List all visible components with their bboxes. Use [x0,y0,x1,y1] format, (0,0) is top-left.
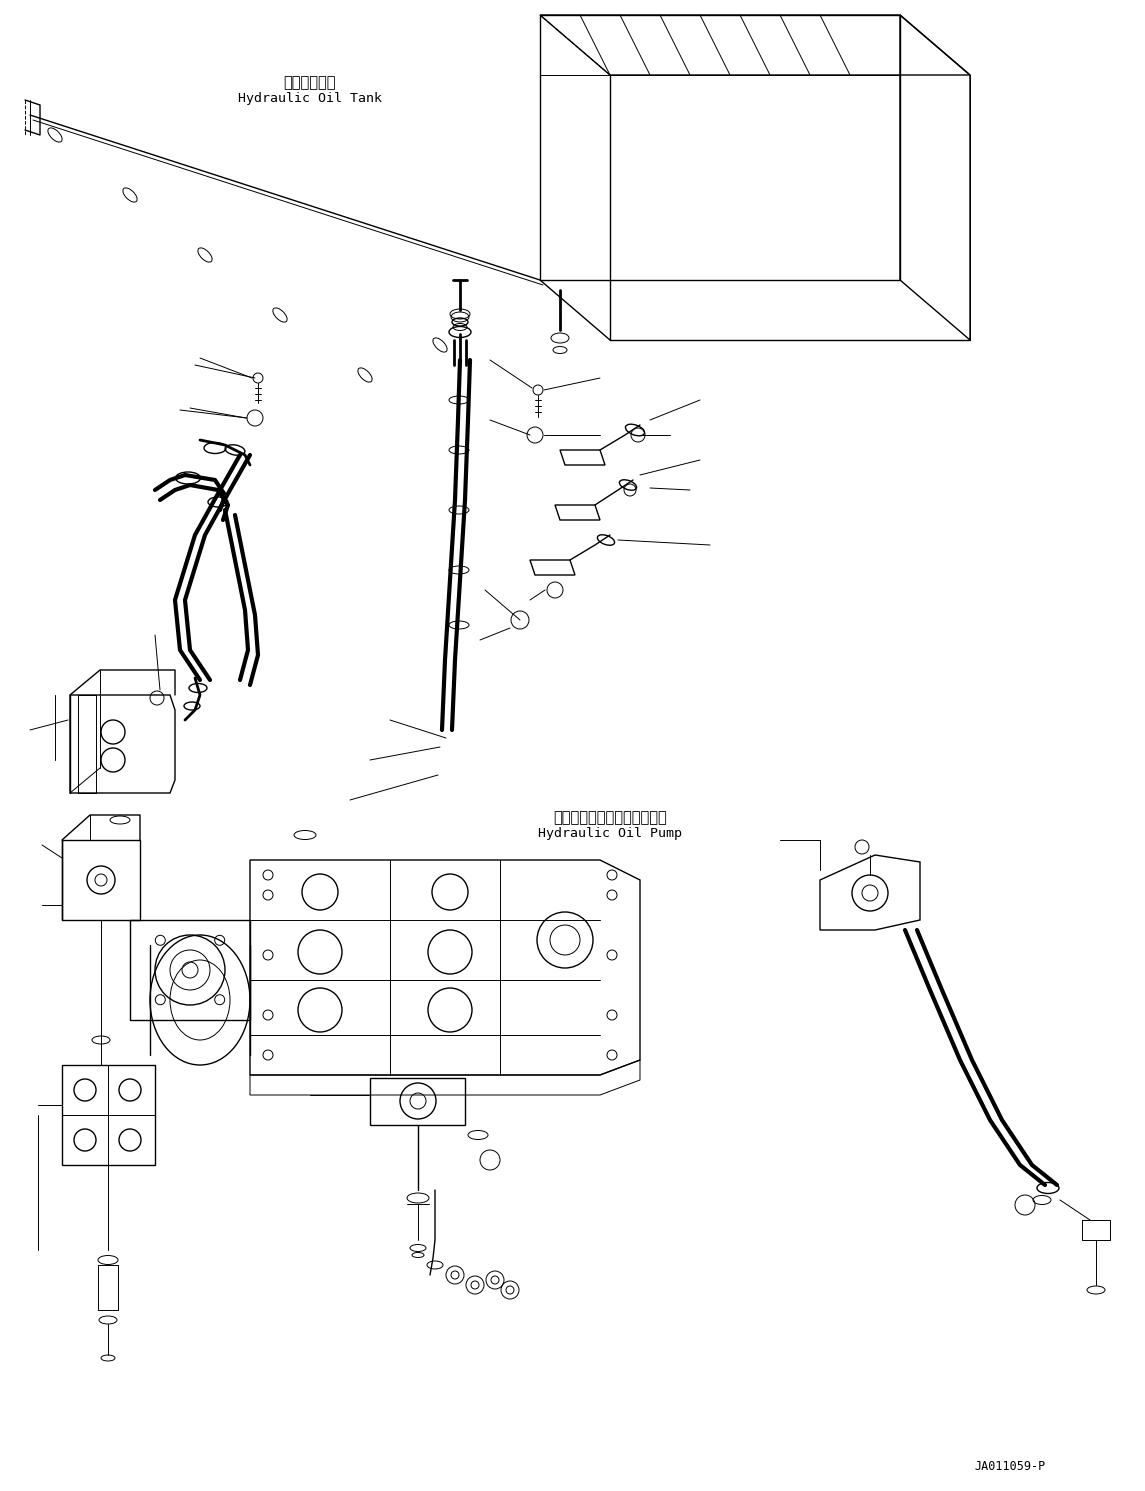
Text: ハイドロリックオイルポンプ: ハイドロリックオイルポンプ [553,810,666,825]
Text: 作動油タンク: 作動油タンク [284,75,337,89]
Text: JA011059-P: JA011059-P [974,1460,1045,1473]
Bar [78,695,96,793]
Text: Hydraulic Oil Tank: Hydraulic Oil Tank [238,92,382,104]
Text: Hydraulic Oil Pump: Hydraulic Oil Pump [538,828,682,839]
